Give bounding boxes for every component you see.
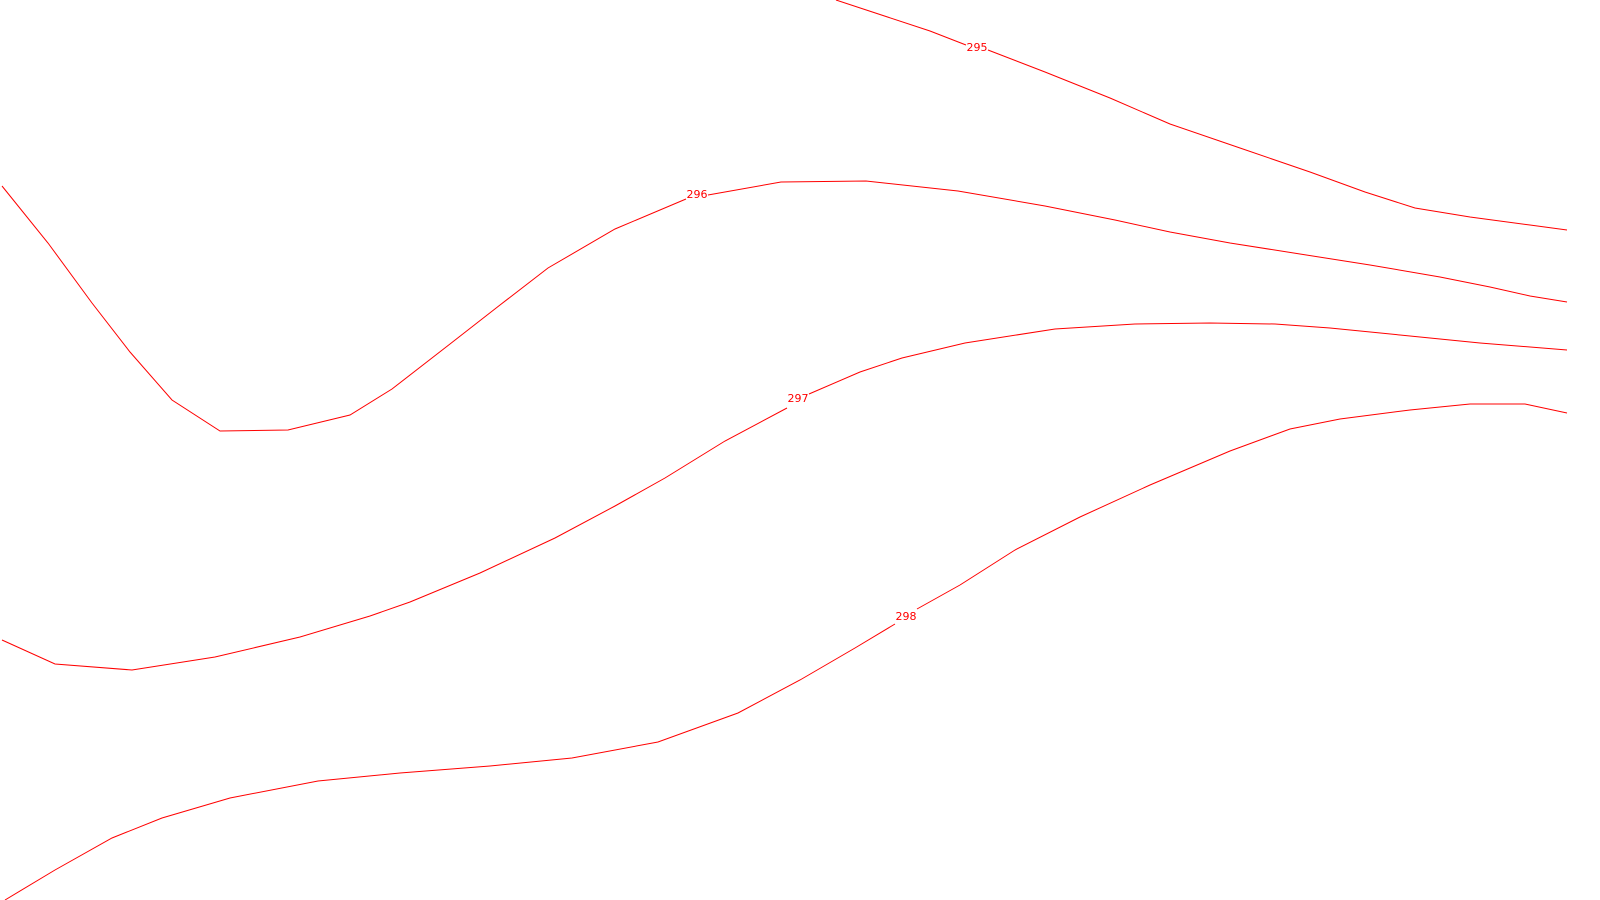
contour-label-296: 296 xyxy=(687,188,708,201)
contour-line-295 xyxy=(835,0,1568,231)
contour-line-unlabeled-a xyxy=(959,403,1568,586)
contour-line-298 xyxy=(4,584,961,900)
contour-line-298-group: 298 xyxy=(4,584,961,900)
contour-line-296 xyxy=(1,180,1568,432)
contour-label-298: 298 xyxy=(896,610,917,623)
contour-label-295: 295 xyxy=(967,41,988,54)
contour-label-297: 297 xyxy=(788,392,809,405)
contour-line-295-group: 295 xyxy=(835,0,1568,231)
contour-line-unlabeled-a-group xyxy=(959,403,1568,586)
contour-line-297 xyxy=(1,322,1568,671)
contour-line-296-group: 296 xyxy=(1,180,1568,432)
contour-line-297-group: 297 xyxy=(1,322,1568,671)
